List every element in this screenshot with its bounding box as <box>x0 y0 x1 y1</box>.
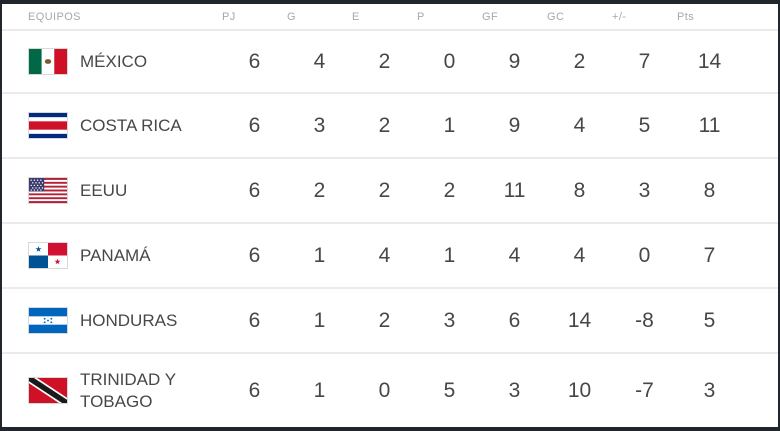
team-name: HONDURAS <box>80 310 178 330</box>
stat-gc: 8 <box>573 178 586 202</box>
stat-gc: 4 <box>573 243 586 267</box>
team-cell: MÉXICO <box>2 48 222 75</box>
stat-gf: 11 <box>503 178 526 202</box>
stat-dif: -8 <box>635 308 654 332</box>
flag-honduras-icon <box>28 307 68 334</box>
stat-g: 4 <box>313 49 326 73</box>
stat-dif: 5 <box>638 113 651 137</box>
header-equipos: EQUIPOS <box>28 10 81 23</box>
team-name: COSTA RICA <box>80 115 182 135</box>
flag-mexico-icon <box>28 48 68 75</box>
stat-e: 0 <box>378 378 391 402</box>
table-header: EQUIPOS PJ G E P GF GC +/- Pts <box>2 4 778 29</box>
stat-p: 1 <box>443 113 456 137</box>
stat-dif: 0 <box>638 243 651 267</box>
header-e: E <box>352 10 360 23</box>
stat-gf: 3 <box>508 378 521 402</box>
team-cell: TRINIDAD Y TOBAGO <box>2 369 222 412</box>
stat-pj: 6 <box>248 178 261 202</box>
stat-e: 2 <box>378 178 391 202</box>
header-dif: +/- <box>612 10 627 23</box>
stat-p: 5 <box>443 378 456 402</box>
stat-pj: 6 <box>248 113 261 137</box>
team-name: MÉXICO <box>80 51 148 71</box>
table-row-honduras: HONDURAS 6 1 2 3 6 14 -8 5 <box>2 287 778 352</box>
table-row-trinidad-tobago: TRINIDAD Y TOBAGO 6 1 0 5 3 10 -7 3 <box>2 352 778 427</box>
stat-pj: 6 <box>248 308 261 332</box>
stat-pts: 7 <box>703 243 716 267</box>
stat-g: 1 <box>313 308 326 332</box>
stat-gc: 10 <box>567 378 592 402</box>
stat-pj: 6 <box>248 378 261 402</box>
stat-g: 3 <box>313 113 326 137</box>
flag-usa-icon <box>28 177 68 204</box>
flag-costa-rica-icon <box>28 112 68 139</box>
header-pj: PJ <box>222 10 236 23</box>
stat-p: 3 <box>443 308 456 332</box>
stat-e: 4 <box>378 243 391 267</box>
stat-e: 2 <box>378 113 391 137</box>
stat-gc: 2 <box>573 49 586 73</box>
team-cell: EEUU <box>2 177 222 204</box>
stat-pts: 3 <box>703 378 716 402</box>
table-row-panama: PANAMÁ 6 1 4 1 4 4 0 7 <box>2 222 778 287</box>
stat-gc: 4 <box>573 113 586 137</box>
header-p: P <box>417 10 425 23</box>
stat-gc: 14 <box>567 308 592 332</box>
table-row-costa-rica: COSTA RICA 6 3 2 1 9 4 5 11 <box>2 92 778 157</box>
header-pts: Pts <box>677 10 695 23</box>
team-name: TRINIDAD Y TOBAGO <box>80 370 176 411</box>
stat-dif: 3 <box>638 178 651 202</box>
stat-p: 2 <box>443 178 456 202</box>
flag-trinidad-tobago-icon <box>28 377 68 404</box>
table-row-eeuu: EEUU 6 2 2 2 11 8 3 8 <box>2 157 778 222</box>
team-cell: PANAMÁ <box>2 242 222 269</box>
stat-pj: 6 <box>248 49 261 73</box>
header-g: G <box>287 10 296 23</box>
stat-g: 1 <box>313 378 326 402</box>
stat-p: 0 <box>443 49 456 73</box>
stat-gf: 4 <box>508 243 521 267</box>
team-name: PANAMÁ <box>80 245 151 265</box>
stat-gf: 6 <box>508 308 521 332</box>
stat-g: 2 <box>313 178 326 202</box>
stat-pts: 8 <box>703 178 716 202</box>
stat-e: 2 <box>378 308 391 332</box>
stat-pj: 6 <box>248 243 261 267</box>
stat-dif: 7 <box>638 49 651 73</box>
stat-pts: 5 <box>703 308 716 332</box>
header-gf: GF <box>482 10 499 23</box>
team-name: EEUU <box>80 180 128 200</box>
header-gc: GC <box>547 10 565 23</box>
stat-e: 2 <box>378 49 391 73</box>
team-cell: HONDURAS <box>2 307 222 334</box>
stat-gf: 9 <box>508 49 521 73</box>
stat-pts: 14 <box>697 49 722 73</box>
stat-p: 1 <box>443 243 456 267</box>
stat-g: 1 <box>313 243 326 267</box>
stat-gf: 9 <box>508 113 521 137</box>
table-row-mexico: MÉXICO 6 4 2 0 9 2 7 14 <box>2 29 778 92</box>
stat-pts: 11 <box>698 113 721 137</box>
stat-dif: -7 <box>635 378 654 402</box>
flag-panama-icon <box>28 242 68 269</box>
team-cell: COSTA RICA <box>2 112 222 139</box>
